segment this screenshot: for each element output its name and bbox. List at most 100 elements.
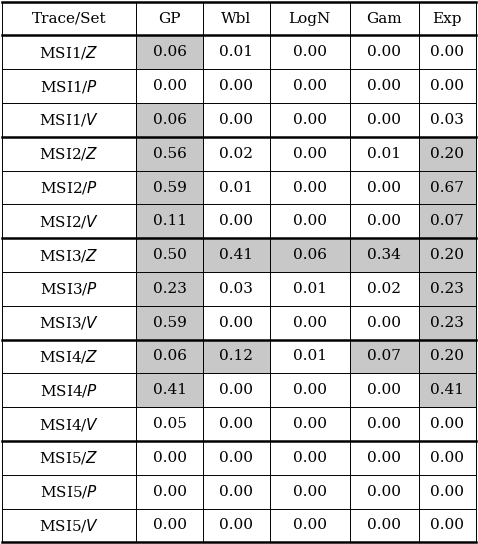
Bar (203, 306, 270, 339)
Bar (2, 205, 136, 238)
Text: 0.00: 0.00 (293, 518, 327, 533)
Bar (270, 509, 349, 542)
Text: 0.23: 0.23 (430, 282, 464, 296)
Text: 0.00: 0.00 (152, 451, 186, 465)
Text: MSI2/$\mathit{V}$: MSI2/$\mathit{V}$ (39, 213, 99, 230)
Text: GP: GP (158, 11, 181, 26)
Bar (270, 171, 349, 205)
Bar (419, 205, 476, 238)
Bar (136, 373, 203, 407)
Text: 0.00: 0.00 (430, 79, 464, 93)
Bar (419, 272, 476, 306)
Bar (2, 407, 136, 441)
Bar (203, 205, 270, 238)
Bar (136, 137, 203, 171)
Text: 0.00: 0.00 (367, 417, 402, 431)
Bar (203, 171, 270, 205)
Text: 0.03: 0.03 (219, 282, 253, 296)
Bar (2, 103, 136, 137)
Text: Wbl: Wbl (221, 11, 251, 26)
Text: MSI1/$\mathit{V}$: MSI1/$\mathit{V}$ (39, 112, 99, 128)
Bar (270, 103, 349, 137)
Bar (203, 475, 270, 509)
Bar (203, 103, 270, 137)
Bar (349, 103, 419, 137)
Text: 0.00: 0.00 (430, 417, 464, 431)
Bar (419, 103, 476, 137)
Bar (203, 238, 270, 272)
Bar (203, 407, 270, 441)
Text: 0.02: 0.02 (219, 147, 253, 160)
Text: 0.07: 0.07 (430, 214, 464, 228)
Bar (136, 509, 203, 542)
Bar (203, 509, 270, 542)
Bar (349, 339, 419, 373)
Text: 0.12: 0.12 (219, 349, 253, 363)
Bar (203, 272, 270, 306)
Bar (203, 137, 270, 171)
Bar (2, 238, 136, 272)
Bar (419, 407, 476, 441)
Bar (349, 306, 419, 339)
Text: 0.23: 0.23 (430, 316, 464, 330)
Bar (349, 475, 419, 509)
Bar (2, 272, 136, 306)
Bar (419, 475, 476, 509)
Text: 0.00: 0.00 (219, 316, 253, 330)
Text: MSI5/$\mathit{V}$: MSI5/$\mathit{V}$ (39, 517, 99, 534)
Bar (270, 373, 349, 407)
Text: 0.00: 0.00 (152, 79, 186, 93)
Bar (349, 441, 419, 475)
Bar (419, 171, 476, 205)
Bar (136, 339, 203, 373)
Bar (270, 69, 349, 103)
Bar (419, 137, 476, 171)
Text: 0.00: 0.00 (430, 518, 464, 533)
Text: 0.00: 0.00 (293, 147, 327, 160)
Bar (136, 205, 203, 238)
Bar (270, 2, 349, 35)
Text: 0.00: 0.00 (293, 45, 327, 59)
Bar (419, 509, 476, 542)
Text: 0.01: 0.01 (293, 349, 327, 363)
Bar (419, 69, 476, 103)
Text: 0.00: 0.00 (293, 214, 327, 228)
Bar (136, 35, 203, 69)
Text: 0.00: 0.00 (293, 316, 327, 330)
Text: 0.20: 0.20 (430, 349, 464, 363)
Bar (136, 306, 203, 339)
Text: LogN: LogN (289, 11, 331, 26)
Bar (419, 35, 476, 69)
Bar (2, 35, 136, 69)
Text: 0.00: 0.00 (219, 214, 253, 228)
Bar (203, 69, 270, 103)
Text: 0.01: 0.01 (219, 45, 253, 59)
Text: 0.00: 0.00 (219, 518, 253, 533)
Text: 0.06: 0.06 (293, 248, 327, 262)
Text: 0.00: 0.00 (367, 451, 402, 465)
Text: 0.06: 0.06 (152, 45, 186, 59)
Text: 0.67: 0.67 (430, 181, 464, 195)
Text: 0.00: 0.00 (430, 451, 464, 465)
Text: MSI3/$\mathit{V}$: MSI3/$\mathit{V}$ (39, 314, 99, 331)
Text: 0.06: 0.06 (152, 349, 186, 363)
Bar (136, 2, 203, 35)
Bar (419, 373, 476, 407)
Bar (136, 272, 203, 306)
Bar (136, 171, 203, 205)
Text: MSI4/$\mathit{V}$: MSI4/$\mathit{V}$ (39, 416, 99, 432)
Text: MSI1/$\mathit{Z}$: MSI1/$\mathit{Z}$ (40, 44, 99, 61)
Bar (270, 205, 349, 238)
Bar (270, 137, 349, 171)
Bar (419, 238, 476, 272)
Text: 0.00: 0.00 (293, 181, 327, 195)
Bar (349, 238, 419, 272)
Bar (270, 407, 349, 441)
Bar (203, 373, 270, 407)
Text: MSI2/$\mathit{Z}$: MSI2/$\mathit{Z}$ (40, 145, 99, 162)
Text: 0.00: 0.00 (430, 485, 464, 499)
Bar (349, 137, 419, 171)
Text: 0.00: 0.00 (219, 451, 253, 465)
Text: 0.00: 0.00 (293, 485, 327, 499)
Bar (419, 2, 476, 35)
